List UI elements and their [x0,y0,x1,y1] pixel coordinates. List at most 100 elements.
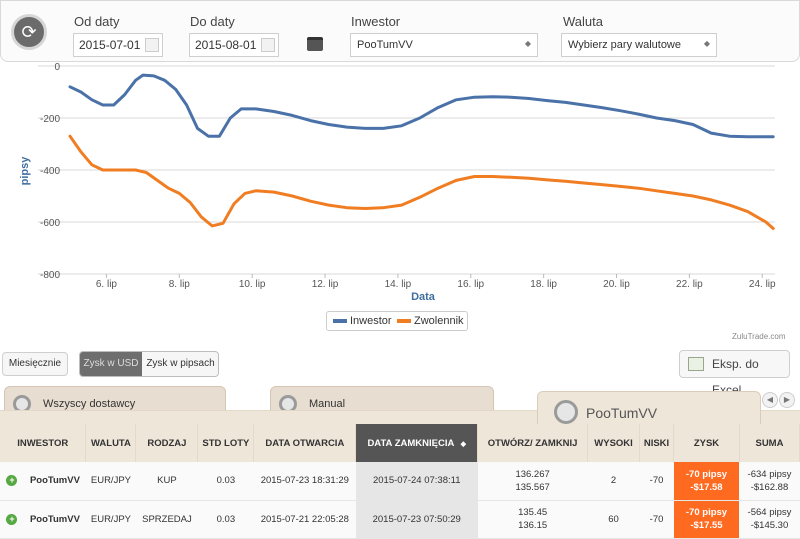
expand-row-icon[interactable]: + [0,500,24,539]
legend-label-follower: Zwolennik [414,315,464,327]
cell-type: KUP [135,462,198,501]
to-date-input[interactable]: 2015-08-01 [189,33,279,57]
cell-low: -70 [639,462,674,501]
currency-label: Waluta [563,14,603,29]
sum-pips: -634 pipsy [747,468,792,480]
spreadsheet-icon [688,357,704,371]
tab-label: Manual [309,398,346,410]
cell-open-close: 135.45 136.15 [477,500,588,539]
cell-lots: 0.03 [197,500,254,539]
expand-row-icon[interactable]: + [0,462,24,501]
col-header-high[interactable]: WYSOKI [587,424,641,462]
cell-close-date: 2015-07-23 07:50:29 [355,500,478,539]
x-tick-label: 6. lip [96,279,118,290]
y-tick-label: -600 [40,218,60,229]
currency-select-value: Wybierz pary walutowe [568,39,681,51]
tab-label: PooTumVV [586,405,658,421]
legend-item-follower[interactable]: Zwolennik [397,315,464,327]
col-header-lots[interactable]: STD LOTY [197,424,255,462]
select-arrows-icon: ◆ [524,39,531,48]
col-header-low[interactable]: NISKI [639,424,675,462]
legend-item-investor[interactable]: Inwestor [333,315,392,327]
open-price: 136.267 [515,468,550,480]
to-date-value: 2015-08-01 [195,38,257,52]
col-header-close-date[interactable]: DATA ZAMKNIĘCIA ◆ [355,424,479,462]
watermark: ZuluTrade.com [732,332,786,341]
from-date-input[interactable]: 2015-07-01 [73,33,163,57]
cell-sum: -634 pipsy -$162.88 [739,462,800,501]
x-tick-label: 20. lip [603,279,630,290]
col-header-investor[interactable]: INWESTOR [0,424,87,462]
tab-label: Wszyscy dostawcy [43,398,136,410]
open-price: 135.45 [518,507,548,518]
cell-currency: EUR/JPY [85,500,136,539]
profit-pips-button[interactable]: Zysk w pipsach [146,358,215,369]
sum-pips: -564 pipsy [747,507,792,518]
cell-open-date: 2015-07-21 22:05:28 [253,500,356,539]
tab-scroll: ◀ ▶ [762,389,798,408]
monthly-button[interactable]: Miesięcznie [2,352,68,376]
col-header-type[interactable]: RODZAJ [135,424,199,462]
profit-toggle: Zysk w USD Zysk w pipsach [79,351,219,377]
x-tick-label: 22. lip [676,279,703,290]
calendar-icon[interactable] [261,38,275,52]
table-header-row: INWESTOR WALUTA RODZAJ STD LOTY DATA OTW… [0,424,800,462]
cell-lots: 0.03 [197,462,254,501]
col-header-open-close[interactable]: OTWÓRZ/ ZAMKNIJ [477,424,589,462]
col-header-profit[interactable]: ZYSK [673,424,740,462]
cell-low: -70 [639,500,674,539]
cell-investor: PooTumVV [23,500,86,539]
cell-profit: -70 pipsy -$17.58 [673,462,740,501]
sum-usd: -$145.30 [750,520,789,531]
select-arrows-icon: ◆ [703,39,710,48]
investor-label: Inwestor [351,14,401,29]
cell-profit: -70 pipsy -$17.55 [673,500,740,539]
col-header-currency[interactable]: WALUTA [85,424,137,462]
profit-usd-button[interactable]: Zysk w USD [80,352,142,376]
chart-legend: Inwestor Zwolennik [326,311,468,331]
refresh-icon[interactable]: ⟳ [11,14,47,50]
cell-open-close: 136.267 135.567 [477,462,588,501]
pips-chart: 0 -200 -400 -600 -800 6. lip 8. lip 10. lip 12. … [19,62,776,303]
profit-pips: -70 pipsy [685,507,728,518]
y-tick-label: -200 [40,114,60,125]
cell-close-date: 2015-07-24 07:38:11 [355,462,478,501]
to-date-label: Do daty [190,14,235,29]
sort-arrows-icon: ◆ [460,440,467,448]
investor-select[interactable]: PooTumVV ◆ [350,33,538,57]
x-tick-label: 18. lip [530,279,557,290]
cell-type: SPRZEDAJ [135,500,198,539]
col-header-open-date[interactable]: DATA OTWARCIA [253,424,357,462]
currency-select[interactable]: Wybierz pary walutowe ◆ [561,33,717,57]
y-tick-label: 0 [54,62,60,73]
cell-high: 2 [587,462,640,501]
series-line-zwolennik [68,134,775,230]
y-axis-label: pipsy [19,156,31,186]
tab-scroll-left-icon[interactable]: ◀ [762,392,778,408]
cell-sum: -564 pipsy -$145.30 [739,500,800,539]
profit-pips: -70 pipsy [685,468,728,480]
table-row[interactable]: + PooTumVV EUR/JPY SPRZEDAJ 0.03 2015-07… [0,500,800,539]
legend-label-investor: Inwestor [350,315,392,327]
cell-open-date: 2015-07-23 18:31:29 [253,462,356,501]
calendar-icon[interactable] [307,37,323,51]
series-line-inwestor [68,73,775,139]
profit-usd: -$17.55 [690,520,723,531]
from-date-label: Od daty [74,14,120,29]
table-row[interactable]: + PooTumVV EUR/JPY KUP 0.03 2015-07-23 1… [0,462,800,501]
cell-investor: PooTumVV [23,462,86,501]
trades-table: INWESTOR WALUTA RODZAJ STD LOTY DATA OTW… [0,424,800,539]
calendar-icon[interactable] [145,38,159,52]
cell-high: 60 [587,500,640,539]
tab-scroll-right-icon[interactable]: ▶ [779,392,795,408]
close-price: 135.567 [515,481,550,493]
export-excel-button[interactable]: Eksp. do Excel [679,350,790,397]
x-axis-label: Data [411,291,436,303]
close-date-header-label: DATA ZAMKNIĘCIA [367,437,454,449]
y-tick-label: -800 [40,270,60,281]
x-tick-label: 24. lip [749,279,776,290]
x-tick-label: 16. lip [457,279,484,290]
x-tick-label: 12. lip [312,279,339,290]
sum-usd: -$162.88 [750,481,789,493]
col-header-sum[interactable]: SUMA [739,424,800,462]
